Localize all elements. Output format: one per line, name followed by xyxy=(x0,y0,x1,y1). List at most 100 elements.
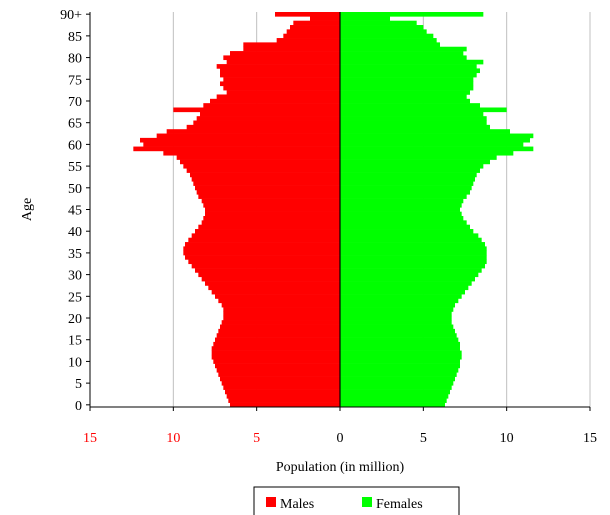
bar-males-age-18 xyxy=(220,324,340,330)
bar-males-age-42 xyxy=(201,220,340,225)
bar-males-age-37 xyxy=(185,242,340,247)
bar-females-age-45 xyxy=(340,207,460,212)
bar-males-age-10 xyxy=(213,359,340,364)
bar-males-age-0 xyxy=(230,402,340,408)
bar-females-age-54 xyxy=(340,168,480,173)
bar-females-age-57 xyxy=(340,155,497,160)
bar-males-age-35 xyxy=(183,250,340,256)
bar-males-age-8 xyxy=(216,367,340,373)
bar-males-age-31 xyxy=(195,268,340,273)
bar-males-age-47 xyxy=(201,198,340,204)
bar-females-age-1 xyxy=(340,398,447,403)
y-tick-label-18: 90+ xyxy=(60,8,82,23)
y-tick-label-6: 30 xyxy=(68,269,82,284)
bar-males-age-63 xyxy=(166,129,340,134)
bar-males-age-11 xyxy=(211,354,340,360)
y-tick-label-16: 80 xyxy=(68,52,82,67)
bar-females-age-77 xyxy=(340,68,480,74)
x-tick-label-5: 10 xyxy=(500,431,514,446)
bar-females-age-44 xyxy=(340,211,462,217)
bar-females-age-33 xyxy=(340,259,487,265)
bar-males-age-71 xyxy=(216,94,340,100)
bar-males-age-52 xyxy=(191,176,340,182)
bar-females-age-18 xyxy=(340,324,454,330)
bar-females-age-64 xyxy=(340,124,490,130)
bar-males-age-90 xyxy=(275,12,340,17)
bar-females-age-29 xyxy=(340,276,475,282)
bar-males-age-54 xyxy=(186,168,340,173)
bar-females-age-84 xyxy=(340,38,437,43)
bar-females-age-14 xyxy=(340,341,460,347)
x-tick-label-1: 10 xyxy=(166,431,180,446)
bar-males-age-51 xyxy=(193,181,340,186)
bar-males-age-68 xyxy=(173,107,340,113)
bar-males-age-77 xyxy=(220,68,340,74)
bar-females-age-74 xyxy=(340,81,474,87)
bar-females-age-73 xyxy=(340,85,474,91)
bar-males-age-50 xyxy=(195,185,340,191)
bar-males-age-46 xyxy=(203,202,340,208)
y-tick-label-3: 15 xyxy=(68,334,82,349)
bar-females-age-60 xyxy=(340,142,524,147)
bar-females-age-3 xyxy=(340,389,450,395)
bar-females-age-90 xyxy=(340,12,484,17)
legend-swatch-females xyxy=(362,497,372,507)
bar-females-age-82 xyxy=(340,46,467,52)
bar-females-age-62 xyxy=(340,133,534,139)
bar-females-age-46 xyxy=(340,202,462,208)
bar-females-age-22 xyxy=(340,307,454,312)
bar-females-age-66 xyxy=(340,116,487,121)
y-tick-label-14: 70 xyxy=(68,95,82,110)
bar-males-age-26 xyxy=(211,289,340,295)
bar-males-age-62 xyxy=(156,133,340,139)
bar-males-age-22 xyxy=(223,307,340,312)
y-tick-label-5: 25 xyxy=(68,290,82,305)
bar-males-age-79 xyxy=(226,59,340,65)
bar-females-age-51 xyxy=(340,181,474,186)
bar-males-age-33 xyxy=(188,259,340,265)
bar-females-age-8 xyxy=(340,367,459,373)
bar-males-age-32 xyxy=(191,263,340,269)
bar-males-age-38 xyxy=(188,237,340,243)
bar-males-age-28 xyxy=(205,281,340,286)
bar-females-age-55 xyxy=(340,163,484,169)
bar-females-age-38 xyxy=(340,237,482,243)
bar-males-age-69 xyxy=(203,103,340,108)
bar-females-age-5 xyxy=(340,380,454,386)
bar-females-age-75 xyxy=(340,77,474,82)
bar-females-age-27 xyxy=(340,285,469,291)
bar-males-age-87 xyxy=(290,25,340,30)
bar-males-age-21 xyxy=(223,311,340,317)
bar-females-age-13 xyxy=(340,346,460,351)
bar-males-age-27 xyxy=(208,285,340,291)
bar-males-age-81 xyxy=(230,51,340,56)
bar-males-age-84 xyxy=(276,38,340,43)
bar-males-age-30 xyxy=(198,272,340,278)
bar-females-age-40 xyxy=(340,229,474,234)
bar-males-age-36 xyxy=(183,246,340,252)
x-tick-label-4: 5 xyxy=(420,431,427,446)
bar-females-age-50 xyxy=(340,185,472,191)
y-tick-label-12: 60 xyxy=(68,138,82,153)
bar-females-age-4 xyxy=(340,385,452,390)
bar-males-age-39 xyxy=(191,233,340,239)
bar-males-age-82 xyxy=(243,46,340,52)
bar-males-age-66 xyxy=(196,116,340,121)
bar-females-age-25 xyxy=(340,294,462,299)
y-tick-label-7: 35 xyxy=(68,247,82,262)
bar-males-age-41 xyxy=(198,224,340,230)
bar-males-age-57 xyxy=(176,155,340,160)
bar-males-age-60 xyxy=(143,142,340,147)
bar-males-age-20 xyxy=(223,315,340,321)
bar-males-age-34 xyxy=(185,255,340,260)
bar-males-age-88 xyxy=(293,20,340,26)
bar-males-age-67 xyxy=(200,111,340,117)
bar-females-age-24 xyxy=(340,298,459,304)
bar-females-age-78 xyxy=(340,64,477,69)
bar-males-age-12 xyxy=(211,350,340,356)
bar-females-age-2 xyxy=(340,393,449,399)
bar-females-age-58 xyxy=(340,150,514,156)
bar-females-age-43 xyxy=(340,216,464,221)
x-tick-labels: 15 10 5 0 5 10 15 xyxy=(83,431,597,446)
x-tick-label-2: 5 xyxy=(253,431,260,446)
